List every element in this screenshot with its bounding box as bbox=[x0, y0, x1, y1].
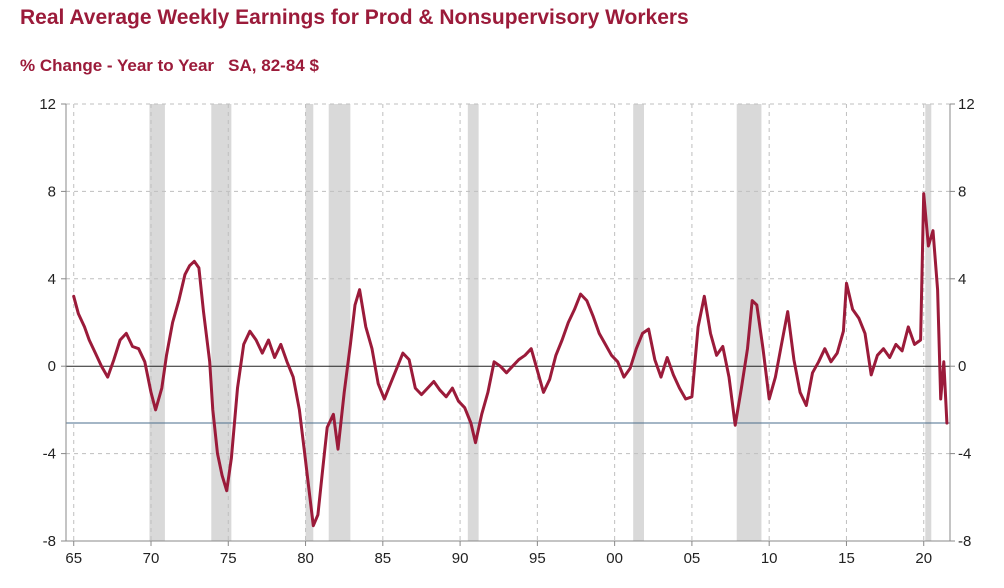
xtick-label-80: 80 bbox=[297, 550, 314, 567]
series-group bbox=[72, 192, 949, 528]
xtick-label-65: 65 bbox=[65, 550, 82, 567]
recession-bar-3 bbox=[328, 104, 351, 541]
reference-lines bbox=[66, 365, 950, 424]
axes bbox=[65, 104, 951, 542]
xtick-label-70: 70 bbox=[143, 550, 160, 567]
series-line-0 bbox=[72, 192, 949, 528]
recession-shading bbox=[149, 104, 932, 541]
xtick-label-75: 75 bbox=[220, 550, 237, 567]
chart-title: Real Average Weekly Earnings for Prod & … bbox=[20, 6, 689, 29]
ytick-label-left-12: 12 bbox=[39, 96, 56, 113]
xtick-label-00: 00 bbox=[606, 550, 623, 567]
xtick-label-90: 90 bbox=[452, 550, 469, 567]
recession-bar-4 bbox=[467, 104, 479, 541]
xtick-label-15: 15 bbox=[838, 550, 855, 567]
vertical-gridlines bbox=[73, 104, 925, 541]
recession-bar-2 bbox=[305, 104, 314, 541]
ytick-label-right-0: 0 bbox=[958, 358, 966, 375]
chart-subtitle: % Change - Year to Year SA, 82-84 $ bbox=[20, 56, 319, 75]
xtick-label-20: 20 bbox=[915, 550, 932, 567]
ytick-label-right-4: 4 bbox=[958, 271, 966, 288]
ytick-label-right--8: -8 bbox=[958, 533, 971, 550]
recession-bar-0 bbox=[149, 104, 165, 541]
ytick-label-left-4: 4 bbox=[48, 271, 56, 288]
ytick-label-right-12: 12 bbox=[958, 96, 975, 113]
ytick-label-left--8: -8 bbox=[43, 533, 56, 550]
xtick-label-95: 95 bbox=[529, 550, 546, 567]
y-axis-right-ticks: -8 -4 0 4 8 12 bbox=[950, 96, 975, 550]
ytick-label-left--4: -4 bbox=[43, 446, 56, 463]
xtick-label-85: 85 bbox=[374, 550, 391, 567]
ytick-label-left-8: 8 bbox=[48, 183, 56, 200]
y-axis-left-ticks: -8 -4 0 4 8 12 bbox=[39, 96, 66, 550]
ytick-label-left-0: 0 bbox=[48, 358, 56, 375]
xtick-label-10: 10 bbox=[761, 550, 778, 567]
ytick-label-right-8: 8 bbox=[958, 183, 966, 200]
recession-bar-5 bbox=[633, 104, 644, 541]
x-axis-ticks: 65 70 75 80 85 90 95 00 05 10 15 20 bbox=[65, 541, 932, 567]
xtick-label-05: 05 bbox=[684, 550, 701, 567]
horizontal-gridlines bbox=[66, 103, 950, 542]
recession-bar-7 bbox=[925, 104, 932, 541]
ytick-label-right--4: -4 bbox=[958, 446, 971, 463]
